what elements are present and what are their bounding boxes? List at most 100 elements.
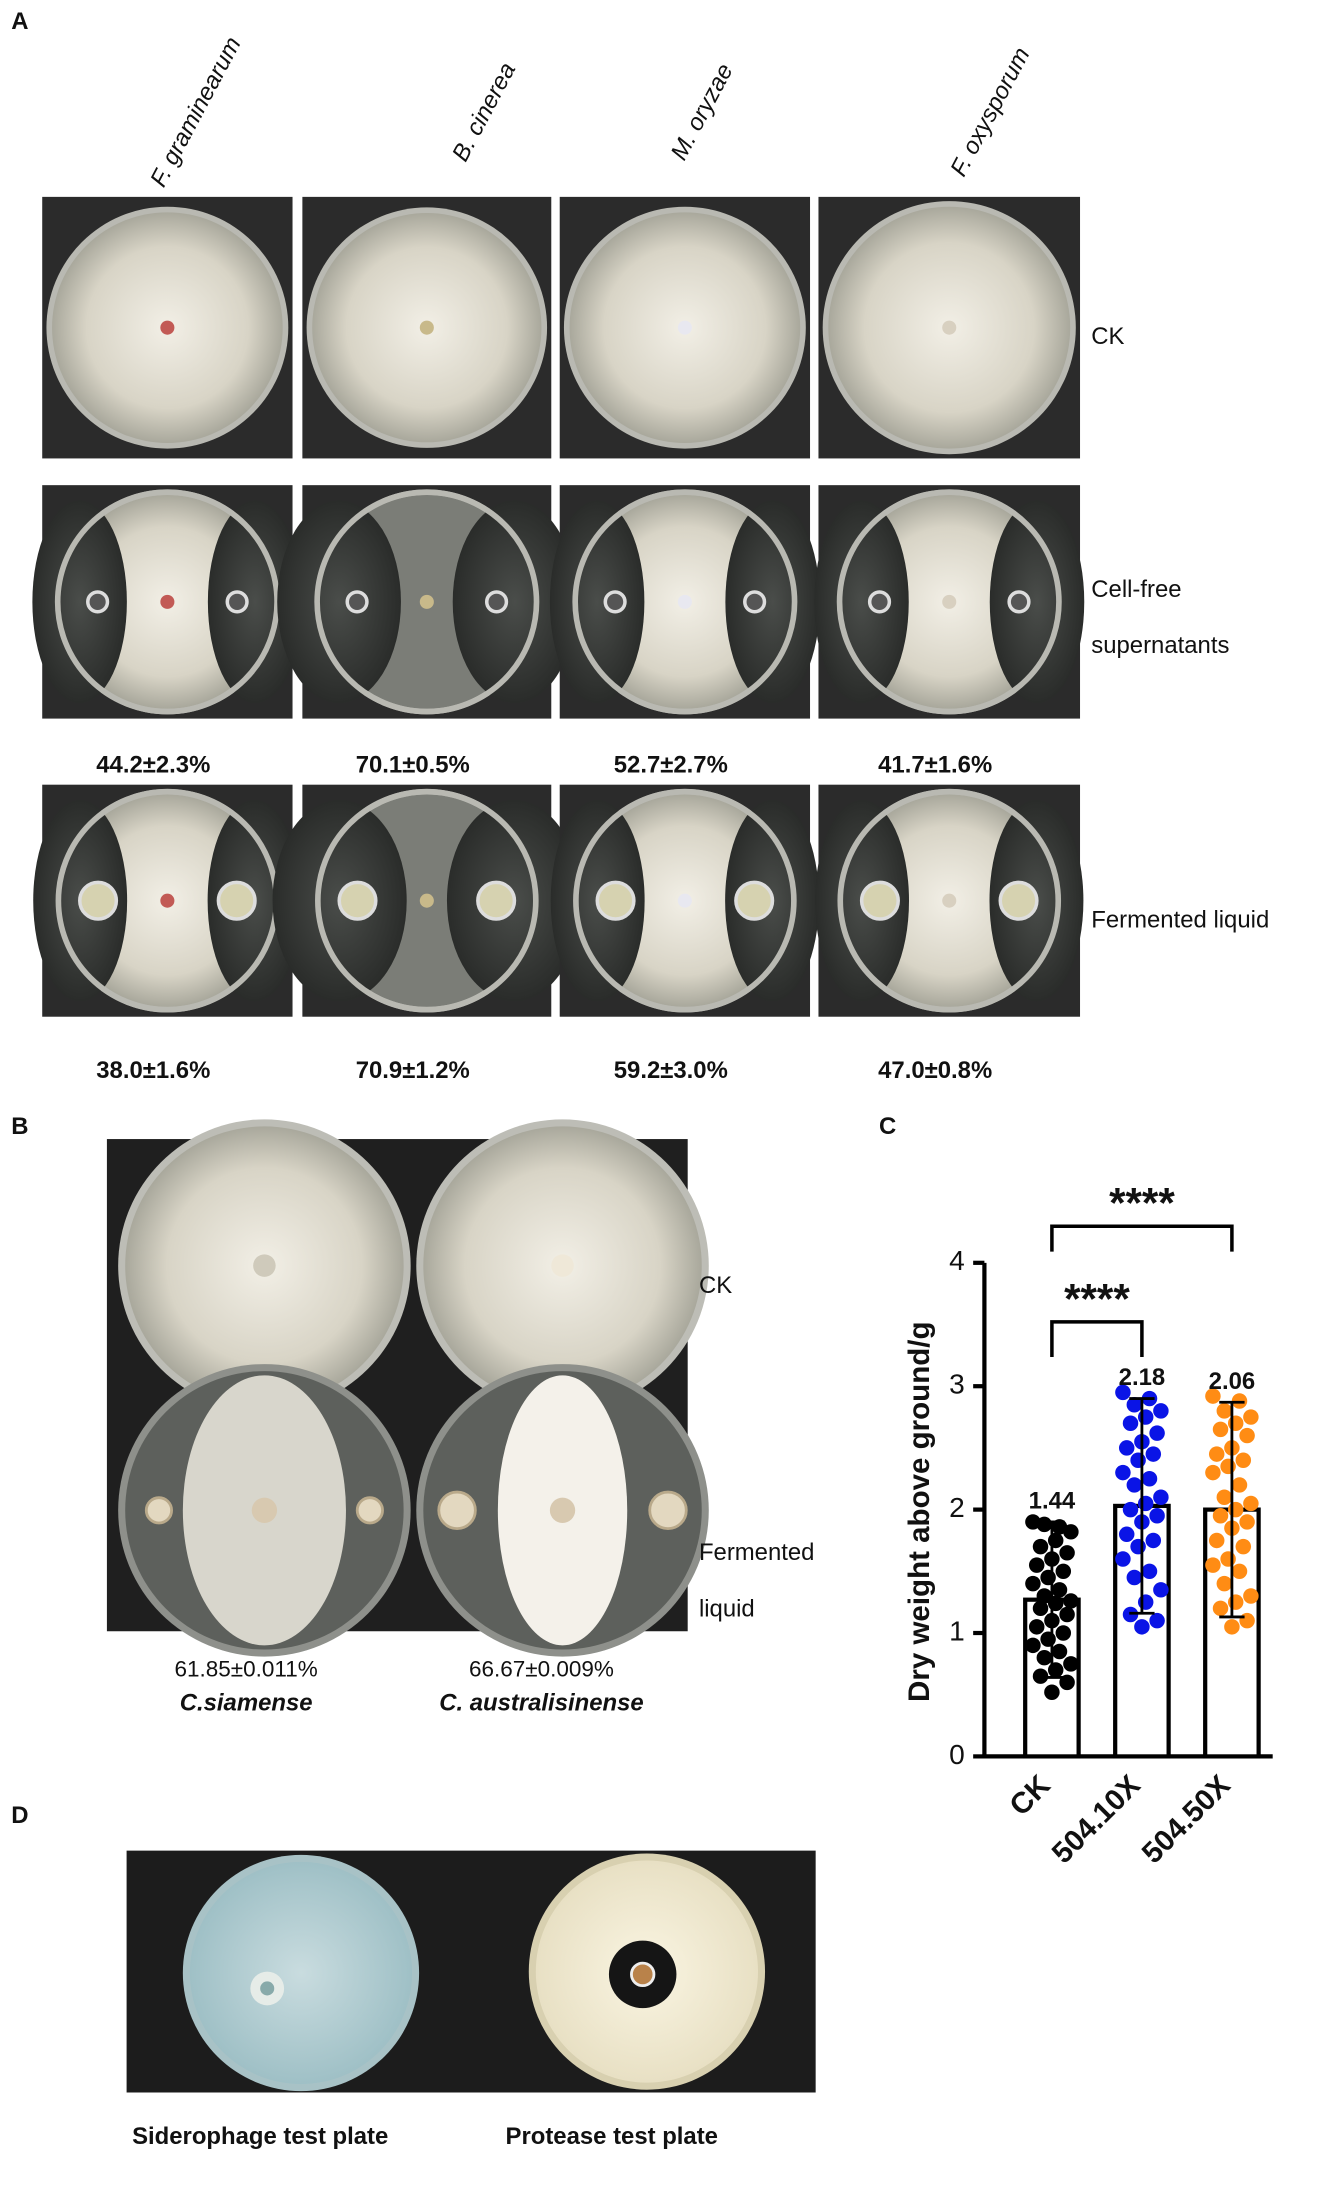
plug xyxy=(260,1981,275,1996)
label: supernatants xyxy=(1091,632,1229,659)
point xyxy=(1118,1440,1135,1456)
plug xyxy=(419,320,434,335)
photo xyxy=(814,485,1085,719)
plug xyxy=(630,1961,656,1988)
photo xyxy=(815,784,1084,1017)
plug xyxy=(253,1254,276,1277)
point xyxy=(1231,1477,1248,1493)
label: Protease test plate xyxy=(506,2123,718,2150)
point xyxy=(1216,1575,1233,1592)
point xyxy=(1130,1538,1146,1555)
plug xyxy=(942,893,957,908)
label: 70.1±0.5% xyxy=(356,752,470,779)
point xyxy=(1051,1643,1068,1660)
point xyxy=(1239,1427,1255,1444)
point xyxy=(1235,1538,1252,1555)
inhibition-zone xyxy=(549,500,645,704)
point xyxy=(1063,1593,1079,1609)
dish-rim-overlay xyxy=(54,489,280,715)
label: 44.2±2.3% xyxy=(96,752,210,779)
inhibition-zone xyxy=(452,500,577,704)
dish-rim-overlay xyxy=(837,788,1062,1013)
label: M. oryzae xyxy=(666,59,739,164)
point xyxy=(1243,1588,1259,1604)
label: C xyxy=(879,1113,896,1140)
point xyxy=(1243,1409,1259,1425)
label: 2 xyxy=(949,1492,965,1523)
photo xyxy=(33,784,302,1017)
dish-rim-overlay xyxy=(572,489,798,715)
point xyxy=(1137,1594,1154,1610)
point xyxy=(1032,1538,1049,1555)
point xyxy=(1220,1551,1236,1567)
dish-rim-overlay xyxy=(573,788,797,1013)
label: Dry weight above ground/g xyxy=(903,1321,936,1701)
label: B xyxy=(11,1113,28,1140)
label: 70.9±1.2% xyxy=(356,1057,470,1084)
point xyxy=(1141,1471,1158,1487)
point xyxy=(1059,1606,1075,1623)
point xyxy=(1137,1409,1154,1425)
label: Fermented xyxy=(699,1539,815,1566)
point xyxy=(1137,1495,1154,1512)
label: 66.67±0.009% xyxy=(469,1657,614,1682)
point xyxy=(1205,1464,1221,1481)
label: 1 xyxy=(949,1615,965,1646)
point xyxy=(1055,1563,1072,1580)
inhibition-zone xyxy=(207,500,303,704)
point xyxy=(1239,1514,1255,1530)
point xyxy=(1122,1501,1139,1518)
well xyxy=(484,590,509,614)
label: Cell-free xyxy=(1091,576,1181,603)
point xyxy=(1227,1594,1244,1610)
plug xyxy=(160,594,175,609)
label: 2.06 xyxy=(1209,1368,1256,1395)
significance-bracket xyxy=(1050,1320,1144,1358)
photo xyxy=(302,196,552,459)
point xyxy=(1141,1563,1158,1580)
label: 504.10X xyxy=(1046,1769,1147,1870)
well xyxy=(743,590,767,614)
label: 41.7±1.6% xyxy=(878,752,992,779)
photo xyxy=(277,485,577,719)
dish-rim-overlay xyxy=(314,489,540,715)
label: Fermented liquid xyxy=(1091,906,1269,933)
point xyxy=(1216,1403,1233,1419)
label: CK xyxy=(699,1272,732,1299)
point xyxy=(1153,1403,1169,1419)
label: **** xyxy=(1064,1275,1130,1322)
point xyxy=(1040,1569,1056,1586)
point xyxy=(1243,1495,1259,1512)
point xyxy=(1122,1415,1139,1431)
point xyxy=(1145,1532,1162,1549)
plug xyxy=(942,594,957,609)
point xyxy=(1036,1588,1053,1604)
point xyxy=(1149,1425,1165,1441)
inhibition-zone xyxy=(989,500,1085,704)
well xyxy=(78,880,119,921)
point xyxy=(1149,1508,1165,1524)
point xyxy=(1212,1600,1229,1617)
point xyxy=(1047,1662,1064,1678)
plug xyxy=(160,893,175,908)
label: B. cinerea xyxy=(447,58,521,166)
point xyxy=(1227,1501,1244,1518)
point xyxy=(1059,1545,1075,1561)
label: 1.44 xyxy=(1029,1488,1076,1515)
label: CK xyxy=(1091,323,1124,350)
photos xyxy=(32,196,1085,2093)
photo xyxy=(550,784,820,1017)
plug xyxy=(419,893,434,908)
inhibition-zone xyxy=(814,500,909,704)
plug xyxy=(251,1497,278,1523)
well xyxy=(225,590,249,614)
point xyxy=(1051,1582,1068,1598)
photo xyxy=(818,196,1081,459)
label: CK xyxy=(1003,1768,1057,1822)
point xyxy=(1224,1619,1240,1635)
point xyxy=(1220,1458,1236,1475)
photo xyxy=(549,485,820,719)
point xyxy=(1212,1421,1229,1438)
label: C.siamense xyxy=(180,1690,313,1717)
plug xyxy=(942,320,957,335)
